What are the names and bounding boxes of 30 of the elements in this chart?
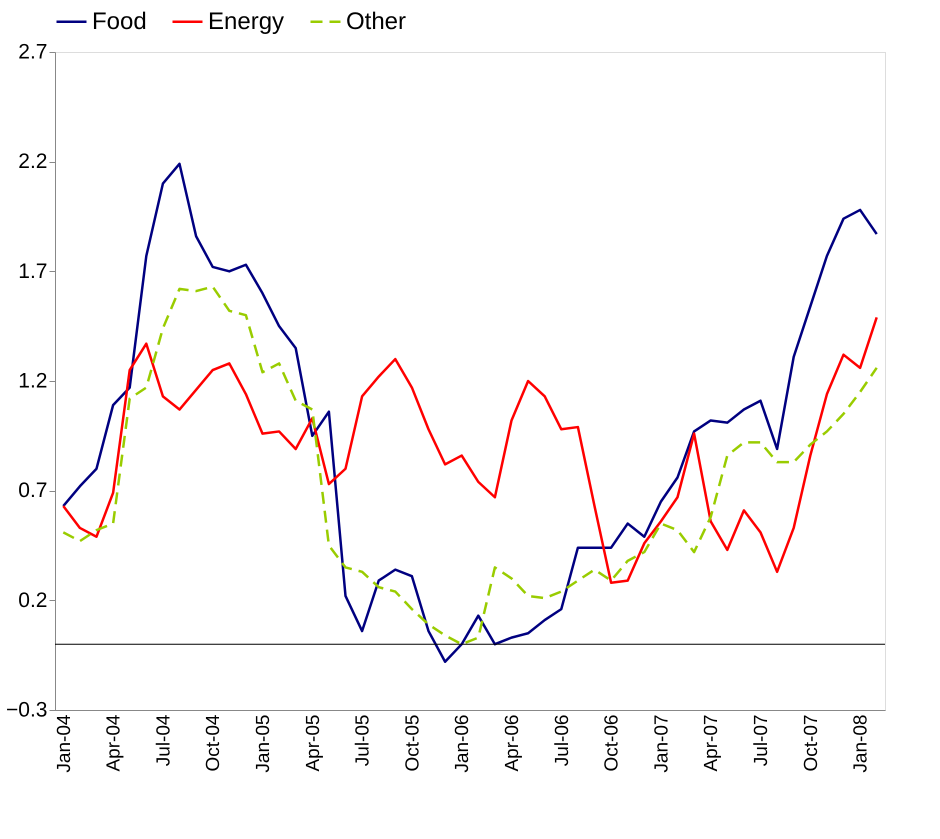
line-series <box>62 316 878 584</box>
x-tick-label: Jul-04 <box>153 714 174 766</box>
y-tick-label: −0.3 <box>6 698 48 722</box>
x-tick-label: Oct-06 <box>602 714 623 772</box>
x-tick-label: Jul-07 <box>751 714 772 766</box>
x-tick-label: Oct-04 <box>203 714 224 772</box>
x-tick-label: Jul-06 <box>552 714 573 766</box>
x-tick-label: Oct-07 <box>800 714 822 772</box>
legend-label: Energy <box>208 8 284 35</box>
line-series <box>62 285 878 646</box>
x-tick-label: Jan-04 <box>54 714 75 773</box>
x-tick-label: Apr-06 <box>502 714 523 772</box>
line-series <box>62 162 878 663</box>
y-tick-label: 1.7 <box>18 260 48 283</box>
x-tick-label: Apr-04 <box>104 714 125 772</box>
x-tick-label: Oct-05 <box>402 714 424 772</box>
x-tick-label: Jan-08 <box>850 714 872 773</box>
x-tick-label: Jan-07 <box>651 714 672 773</box>
legend-label: Food <box>92 8 147 35</box>
y-tick-label: 1.2 <box>18 370 48 392</box>
x-tick-label: Jan-05 <box>253 714 274 773</box>
y-tick-label: 0.2 <box>18 588 48 612</box>
y-tick-label: 2.2 <box>18 150 48 174</box>
legend-label: Other <box>346 8 406 35</box>
x-tick-label: Jan-06 <box>452 714 474 773</box>
x-tick-label: Jul-05 <box>352 714 374 766</box>
x-tick-label: Apr-07 <box>701 714 722 772</box>
y-tick-label: 0.7 <box>18 479 48 502</box>
x-tick-label: Apr-05 <box>302 714 324 772</box>
y-tick-label: 2.7 <box>18 40 48 64</box>
